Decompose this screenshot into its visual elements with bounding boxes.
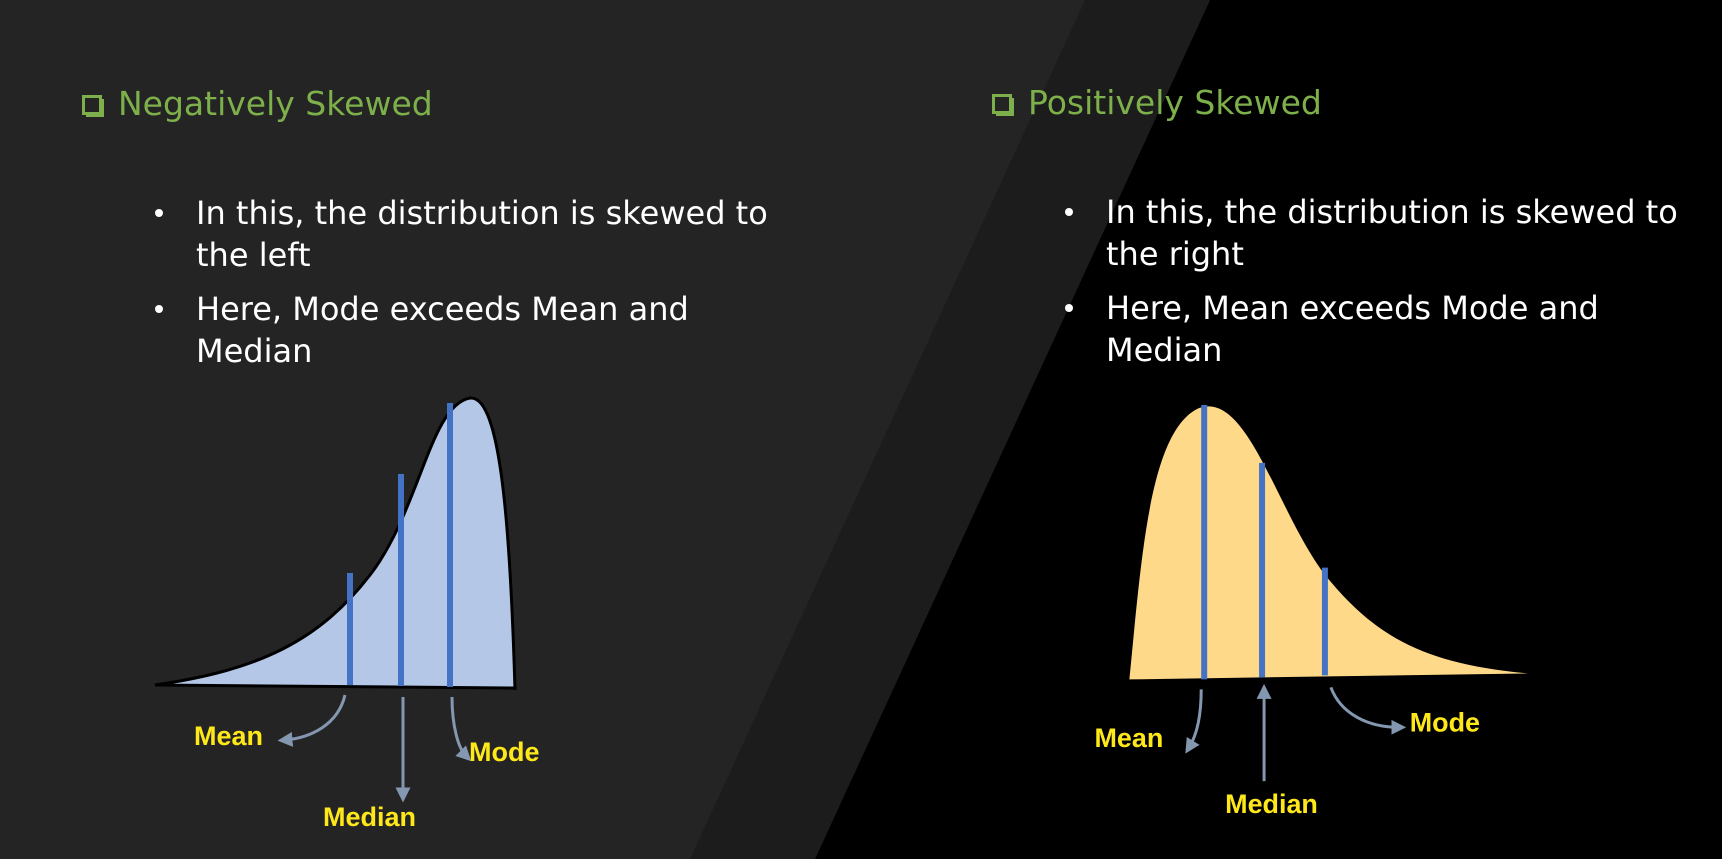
mode-arrow-icon [450,696,472,762]
bullet-text: Here, Mean exceeds Mode and Median [1106,289,1599,369]
negative-skew-heading: Negatively Skewed [82,84,433,123]
bullet-item: Here, Mean exceeds Mode and Median [1060,287,1706,371]
mode-label: Mode [469,737,540,767]
negative-skew-bullets: In this, the distribution is skewed to t… [150,192,796,384]
positive-skew-diagram: Mean Median Mode [1094,405,1529,819]
bullet-dot [155,305,163,313]
mean-arrow-icon [277,694,347,747]
checkbox-icon [992,93,1012,114]
heading-text: Negatively Skewed [118,84,433,123]
bullet-dot [1065,208,1073,216]
bullet-dot [1065,304,1073,312]
mean-label: Mean [1094,723,1163,753]
mode-label: Mode [1410,707,1480,737]
bullet-item: In this, the distribution is skewed to t… [1060,191,1706,275]
median-label: Median [1225,789,1318,819]
negative-skew-diagram: Mean Median Mode [154,396,540,832]
mean-arrow-icon [1185,689,1203,754]
bullet-text: In this, the distribution is skewed to t… [196,194,768,274]
positive-skew-panel: Positively Skewed In this, the distribut… [860,0,1722,859]
positive-skew-curve [1129,406,1529,680]
positive-skew-bullets: In this, the distribution is skewed to t… [1060,191,1706,383]
bullet-item: In this, the distribution is skewed to t… [150,192,796,276]
bullet-text: Here, Mode exceeds Mean and Median [196,290,689,370]
mode-arrow-icon [1329,686,1407,735]
negative-skew-curve [154,396,517,691]
negative-skew-panel: Negatively Skewed In this, the distribut… [0,0,860,859]
median-label: Median [323,802,416,832]
checkbox-icon [82,94,102,115]
bullet-item: Here, Mode exceeds Mean and Median [150,288,796,372]
heading-text: Positively Skewed [1028,83,1322,122]
positive-skew-heading: Positively Skewed [992,83,1322,122]
bullet-dot [155,209,163,217]
mean-label: Mean [194,721,263,751]
bullet-text: In this, the distribution is skewed to t… [1106,193,1678,273]
